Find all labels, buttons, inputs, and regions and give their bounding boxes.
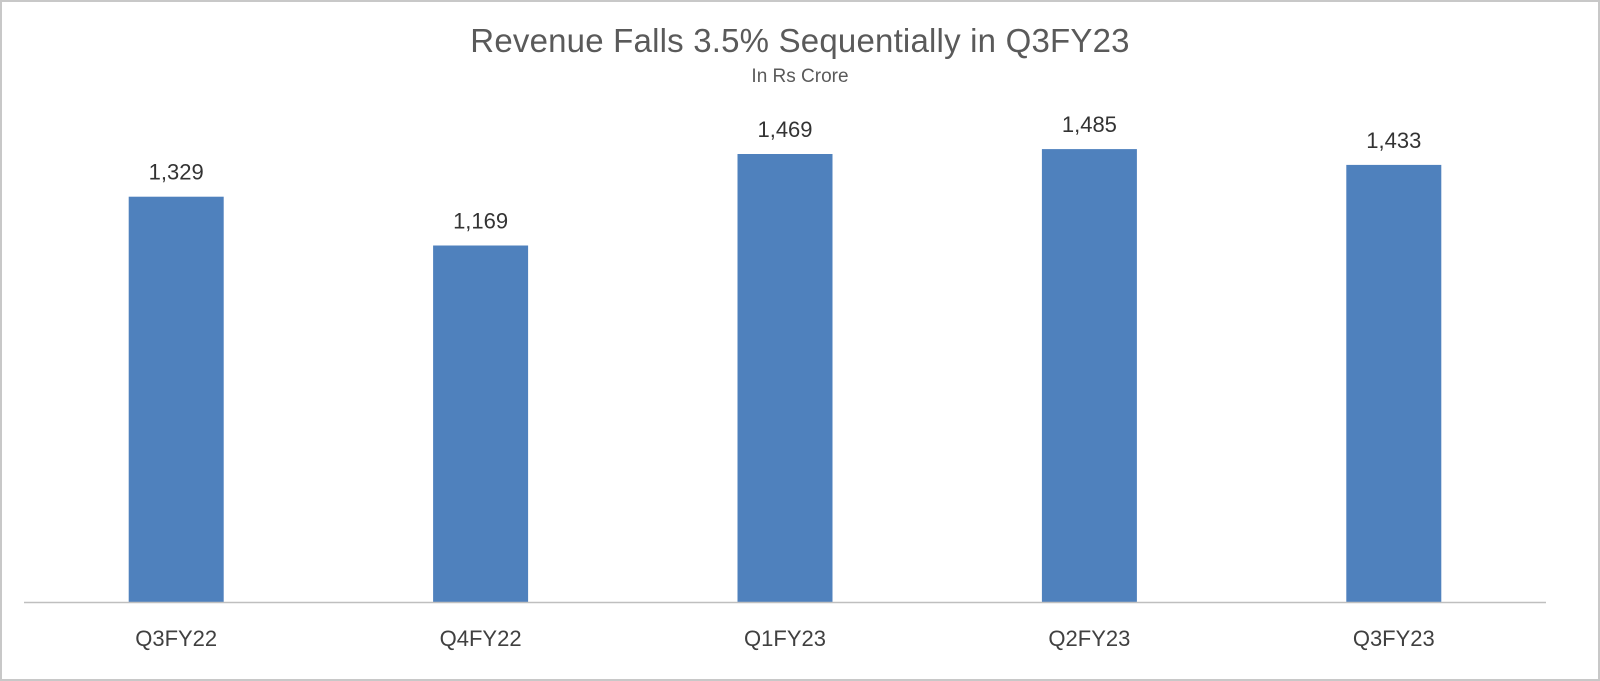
data-label-q3fy22: 1,329: [149, 160, 204, 185]
bar-q2fy23: [1041, 149, 1137, 602]
chart-title: Revenue Falls 3.5% Sequentially in Q3FY2…: [470, 22, 1130, 59]
data-label-q1fy23: 1,469: [757, 117, 812, 142]
data-label-q4fy22: 1,169: [453, 209, 508, 234]
bar-q4fy22: [433, 245, 529, 602]
data-label-q2fy23: 1,485: [1062, 112, 1117, 137]
x-tick-label-q2fy23: Q2FY23: [1048, 626, 1130, 651]
x-tick-label-q1fy23: Q1FY23: [744, 626, 826, 651]
x-tick-label-q4fy22: Q4FY22: [440, 626, 522, 651]
chart-subtitle: In Rs Crore: [751, 66, 849, 87]
bar-q3fy22: [128, 196, 224, 602]
x-tick-label-q3fy22: Q3FY22: [135, 626, 217, 651]
data-label-q3fy23: 1,433: [1366, 128, 1421, 153]
bar-q3fy23: [1346, 164, 1442, 602]
x-tick-label-q3fy23: Q3FY23: [1353, 626, 1435, 651]
bar-q1fy23: [737, 154, 833, 602]
